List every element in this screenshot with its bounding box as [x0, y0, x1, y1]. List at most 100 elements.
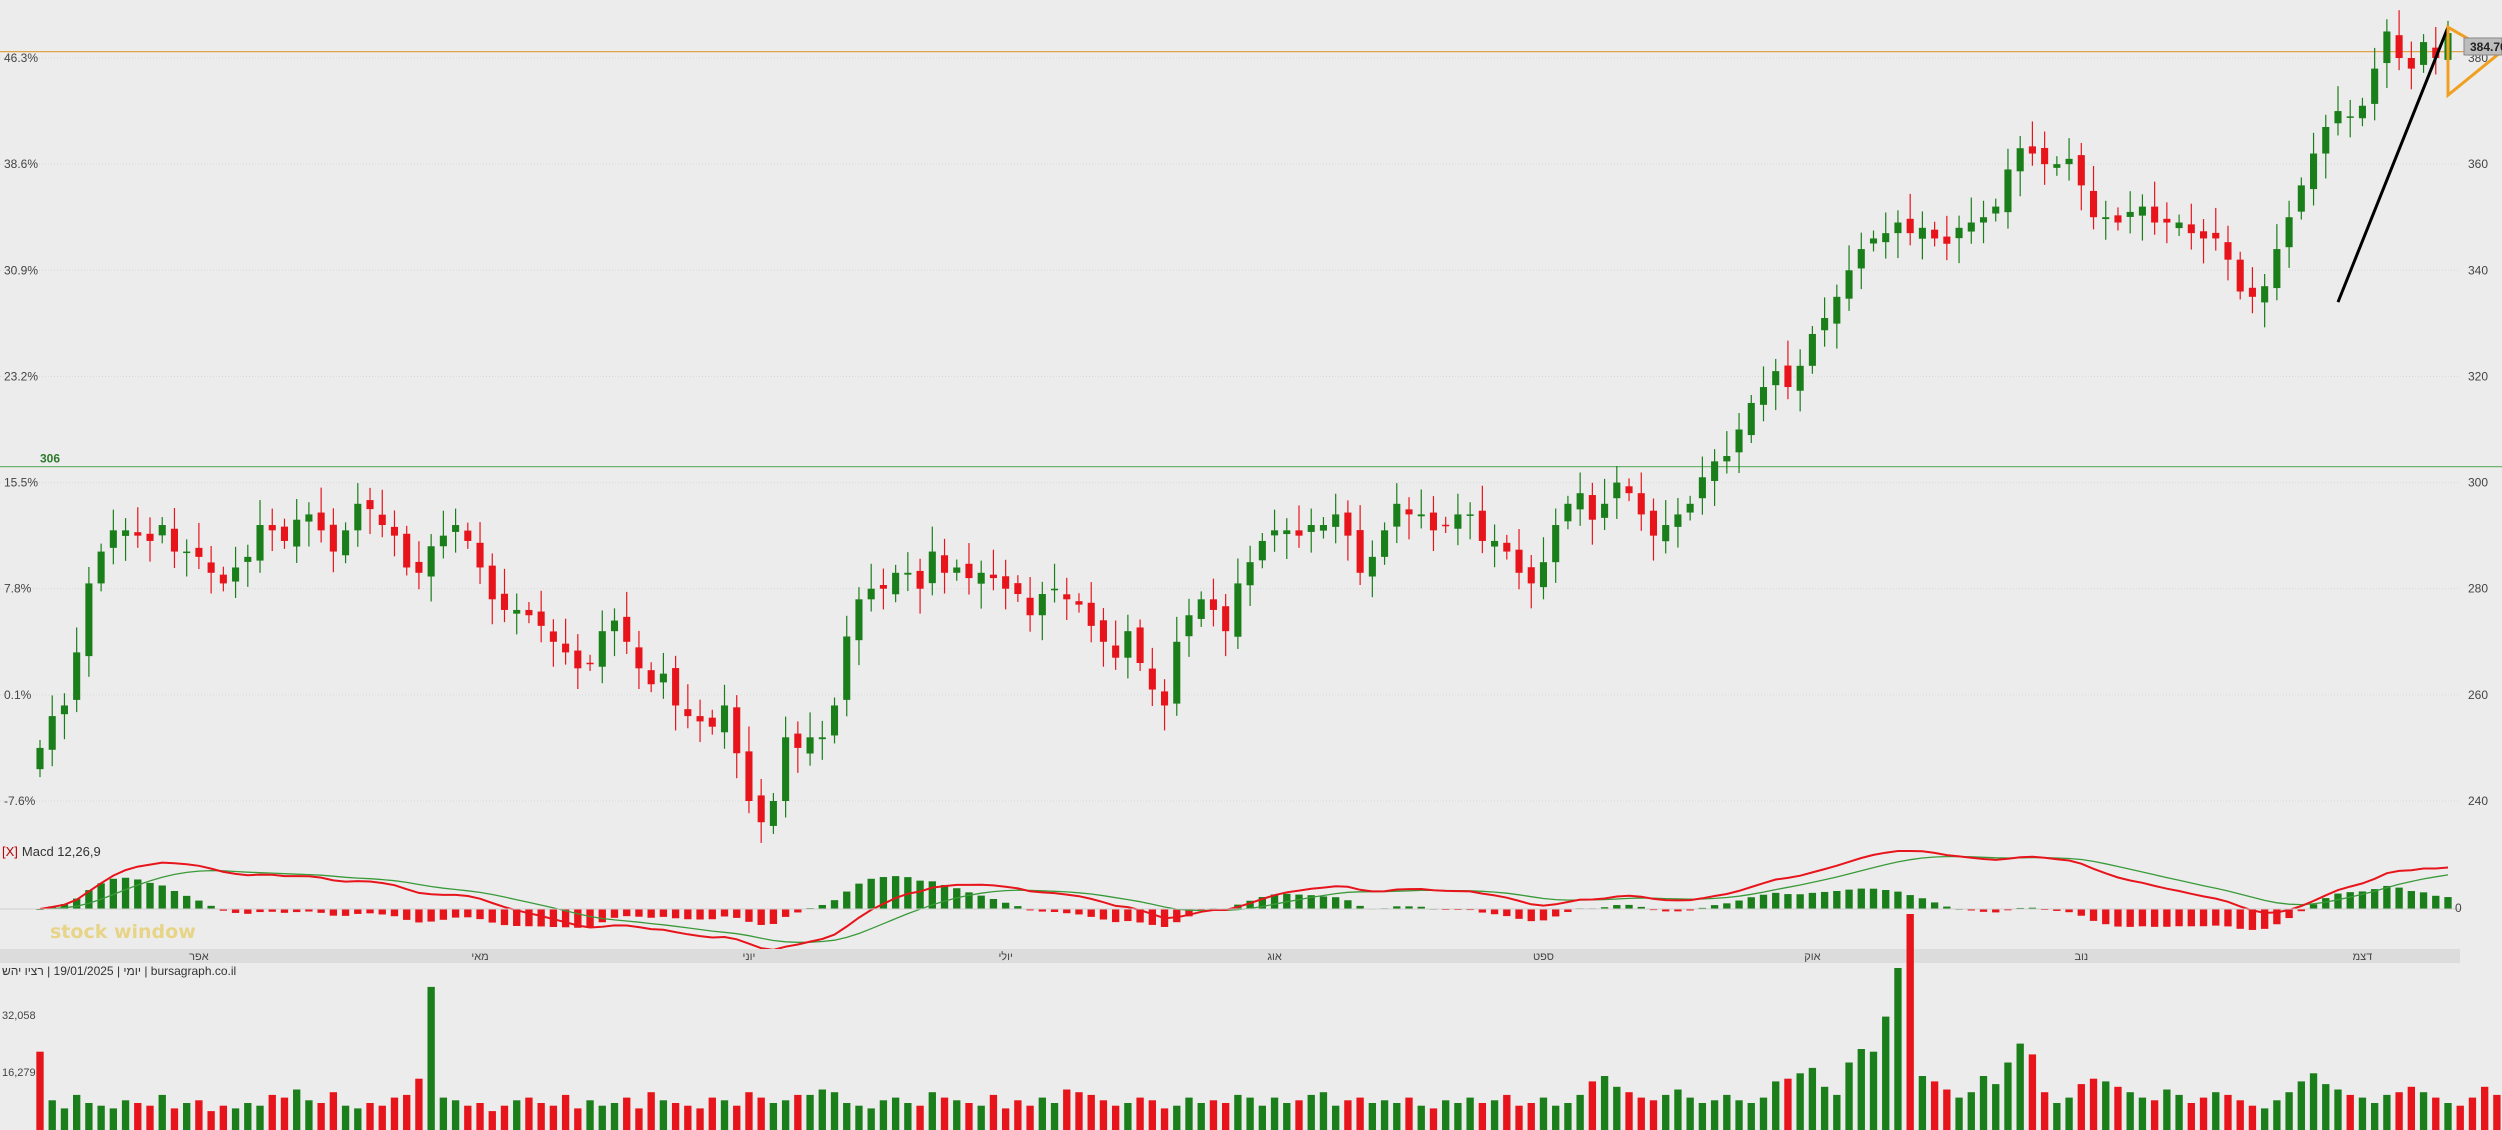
time-axis-labels: אפרמאייונייוליאוגספטאוקנובדצמ2025 — [189, 950, 2373, 963]
volume-bar — [2456, 1105, 2464, 1130]
volume-bar — [549, 1105, 558, 1130]
candle-body — [1539, 562, 1548, 588]
macd-histogram-bar — [73, 898, 81, 909]
macd-histogram-bar — [195, 900, 203, 909]
price-gridlines — [0, 57, 2460, 802]
volume-bar — [965, 1103, 973, 1130]
volume-bar — [720, 1100, 729, 1130]
macd-histogram-bar — [525, 909, 533, 927]
volume-bar — [2285, 1092, 2293, 1130]
volume-bar — [183, 1103, 191, 1130]
macd-histogram-bar — [2297, 909, 2305, 912]
macd-histogram-bar — [1784, 894, 1792, 909]
volume-bar — [1845, 1062, 1853, 1130]
macd-histogram-bar — [1662, 909, 1670, 912]
candle-body — [2432, 47, 2440, 58]
volume-bar — [1136, 1097, 1144, 1130]
volume-bar — [1001, 1108, 1010, 1130]
candle-body — [2151, 206, 2159, 223]
candle-body — [158, 525, 166, 536]
volume-bar — [1723, 1094, 1731, 1130]
candle-body — [1491, 540, 1499, 547]
candle-body — [696, 716, 704, 722]
macd-histogram-bar — [2358, 891, 2367, 909]
candle-body — [1955, 227, 1963, 239]
volume-bar — [708, 1097, 716, 1130]
volume-bar — [2040, 1092, 2049, 1130]
volume-bar — [1063, 1089, 1071, 1130]
macd-histogram-bar — [1930, 902, 1939, 909]
volume-bar — [1649, 1100, 1658, 1130]
macd-histogram-bar — [1674, 909, 1682, 912]
macd-histogram-bar — [598, 909, 606, 923]
volume-bar — [1258, 1105, 1267, 1130]
candle-body — [2273, 249, 2281, 289]
candle-body — [1686, 503, 1694, 513]
candle-body — [574, 650, 582, 669]
macd-histogram-bar — [1295, 894, 1303, 909]
candle-body — [1698, 477, 1706, 499]
candle-body — [1258, 540, 1266, 561]
volume-bar — [733, 1105, 741, 1130]
macd-histogram-bar — [317, 909, 325, 913]
candle-body — [122, 530, 130, 536]
candle-body — [757, 795, 765, 823]
macd-histogram-bar — [2346, 892, 2354, 909]
volume-bar — [1576, 1094, 1584, 1130]
volume-bar — [1356, 1097, 1364, 1130]
volume-bar — [1246, 1097, 1254, 1130]
volume-bar — [329, 1092, 338, 1130]
candle-body — [2371, 68, 2379, 104]
candle-body — [2212, 232, 2220, 239]
volume-bars — [36, 914, 2501, 1130]
macd-histogram-bar — [1466, 909, 1474, 911]
macd-histogram-bar — [1747, 897, 1755, 909]
candle-body — [1454, 514, 1462, 529]
y-tick-pct-label: 38.6% — [4, 157, 38, 171]
month-label: אוג — [1267, 951, 1282, 963]
macd-histogram-bar — [1808, 892, 1817, 909]
volume-bar — [659, 1100, 668, 1130]
candle-body — [1429, 512, 1438, 531]
candle-body — [1185, 615, 1193, 637]
volume-bar — [427, 986, 435, 1130]
candle-body — [2004, 169, 2012, 213]
candle-body — [1588, 495, 1596, 520]
macd-histogram-bar — [1478, 909, 1487, 913]
macd-histogram-bar — [464, 909, 472, 918]
macd-histogram-bar — [293, 909, 301, 913]
volume-bar — [1099, 1100, 1108, 1130]
y-tick-label: 300 — [2468, 476, 2488, 490]
candle-body — [2236, 259, 2244, 292]
month-label: מאי — [471, 951, 488, 963]
candle-body — [73, 652, 81, 700]
volume-bar — [2395, 1092, 2403, 1130]
candle-body — [1821, 318, 1829, 331]
volume-bar — [1882, 1016, 1890, 1130]
volume-bar — [647, 1092, 655, 1130]
candle-body — [977, 572, 985, 584]
macd-histogram-bar — [1124, 909, 1132, 922]
candle-body — [1319, 525, 1327, 531]
volume-bar — [1221, 1103, 1230, 1130]
candle-body — [1173, 641, 1181, 704]
candle-body — [1209, 599, 1217, 610]
volume-bar — [623, 1097, 631, 1130]
volume-bar — [1662, 1094, 1670, 1130]
macd-histogram-bar — [170, 890, 179, 909]
footer-info: יומי | 19/01/2025 | רציו יהש | bursagrap… — [2, 964, 236, 978]
macd-histogram-bar — [2016, 907, 2024, 909]
candle-body — [659, 673, 667, 683]
macd-close-icon[interactable]: [X] — [2, 844, 18, 859]
volume-bar — [610, 1103, 619, 1130]
volume-bar — [2419, 1092, 2428, 1130]
candle-body — [342, 530, 350, 556]
candle-body — [452, 525, 460, 532]
volume-bar — [1992, 1084, 2000, 1130]
candle-body — [1662, 525, 1670, 542]
candle-body — [892, 572, 900, 595]
volume-bar — [1173, 1105, 1181, 1130]
volume-bar — [1674, 1089, 1682, 1130]
month-label: דצמ — [2353, 951, 2373, 963]
candle-body — [1869, 238, 1878, 244]
